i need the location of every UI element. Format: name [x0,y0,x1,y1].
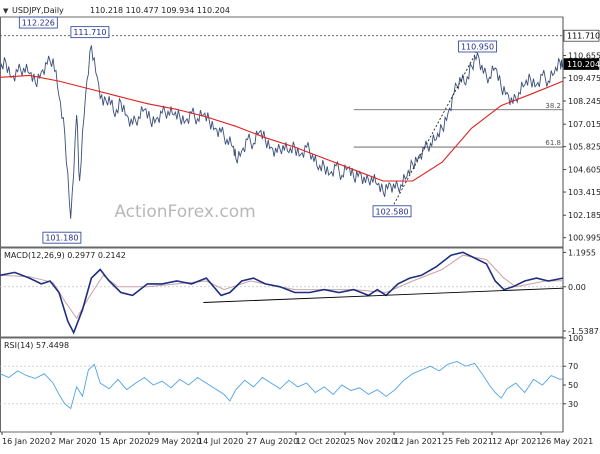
macd-y-tick-label: -1.5387 [568,327,599,336]
price-annotation-label: 110.950 [461,42,494,51]
x-tick-label: 26 May 2021 [541,437,593,446]
moving-average-line [0,74,564,182]
price-y-tick-label: 109.475 [568,74,600,83]
instrument-title: USDJPY,Daily [12,6,64,15]
series-layer [0,35,564,410]
price-y-tick-label: 110.655 [568,52,600,61]
x-tick-label: 25 Feb 2021 [443,437,493,446]
instrument-dropdown-icon[interactable]: ▼ [3,7,9,15]
x-tick-label: 27 Aug 2020 [247,437,298,446]
price-y-tick-label: 108.245 [568,97,600,106]
macd-trendline [203,287,564,303]
price-dotted-trendline [391,49,478,209]
price-line [0,45,564,219]
current-price-badge-label: 110.204 [567,60,600,69]
x-tick-label: 12 Oct 2020 [296,437,345,446]
x-tick-label: 2 Mar 2020 [51,437,97,446]
x-tick-label: 16 Jan 2020 [2,437,50,446]
ohlc-readout: 110.218 110.477 109.934 110.204 [90,6,230,15]
x-tick-label: 15 Apr 2020 [100,437,149,446]
price-y-tick-label: 104.605 [568,166,600,175]
price-annotation-label: 101.180 [45,234,78,243]
x-tick-label: 25 Nov 2020 [345,437,396,446]
price-y-tick-label: 103.415 [568,188,600,197]
resistance-value-badge-label: 111.710 [567,32,600,41]
x-tick-label: 14 Jul 2020 [198,437,243,446]
price-annotation-box [372,205,412,218]
resistance-value-badge-box [563,29,600,42]
price-y-tick-label: 100.995 [568,234,600,243]
price-annotation-label: 111.710 [73,28,106,37]
x-tick-label: 12 Jan 2021 [394,437,442,446]
price-y-tick-label: 102.185 [568,211,600,220]
price-y-tick-label: 107.015 [568,120,600,129]
x-tick-label: 29 May 2020 [149,437,201,446]
price-y-tick-label: 105.825 [568,143,600,152]
rsi-y-tick-label: 70 [568,362,578,371]
label-layer: 110.655 109.475 108.245 107.015 105.825 104.6… [2,16,600,446]
macd-y-tick-label: 0.00 [568,283,586,292]
price-annotation-box [458,40,497,53]
price-annotation-box [70,26,110,39]
price-annotation-box [18,16,58,29]
x-tick-label: 12 Apr 2021 [492,437,541,446]
rsi-y-tick-label: 100 [568,334,583,343]
fib-level-label: 38.2 [545,102,561,110]
rsi-y-tick-label: 50 [568,381,578,390]
header-layer: ▼ USDJPY,Daily 110.218 110.477 109.934 1… [3,6,230,15]
price-annotation-label: 102.580 [375,207,408,216]
fib-level-label: 61.8 [545,139,561,147]
rsi-line [0,361,564,410]
price-annotation-label: 112.226 [22,19,55,28]
macd-signal-line [0,254,564,320]
macd-y-tick-label: 1.1955 [568,248,596,257]
macd-line [0,251,564,335]
rsi-y-tick-label: 30 [568,400,578,409]
watermark-text: ActionForex.com [114,202,255,222]
macd-title: MACD(12,26,9) 0.2977 0.2142 [4,251,126,260]
rsi-title: RSI(14) 57.4498 [4,341,69,350]
price-annotation-box [42,231,82,244]
current-price-badge-box [563,58,600,70]
